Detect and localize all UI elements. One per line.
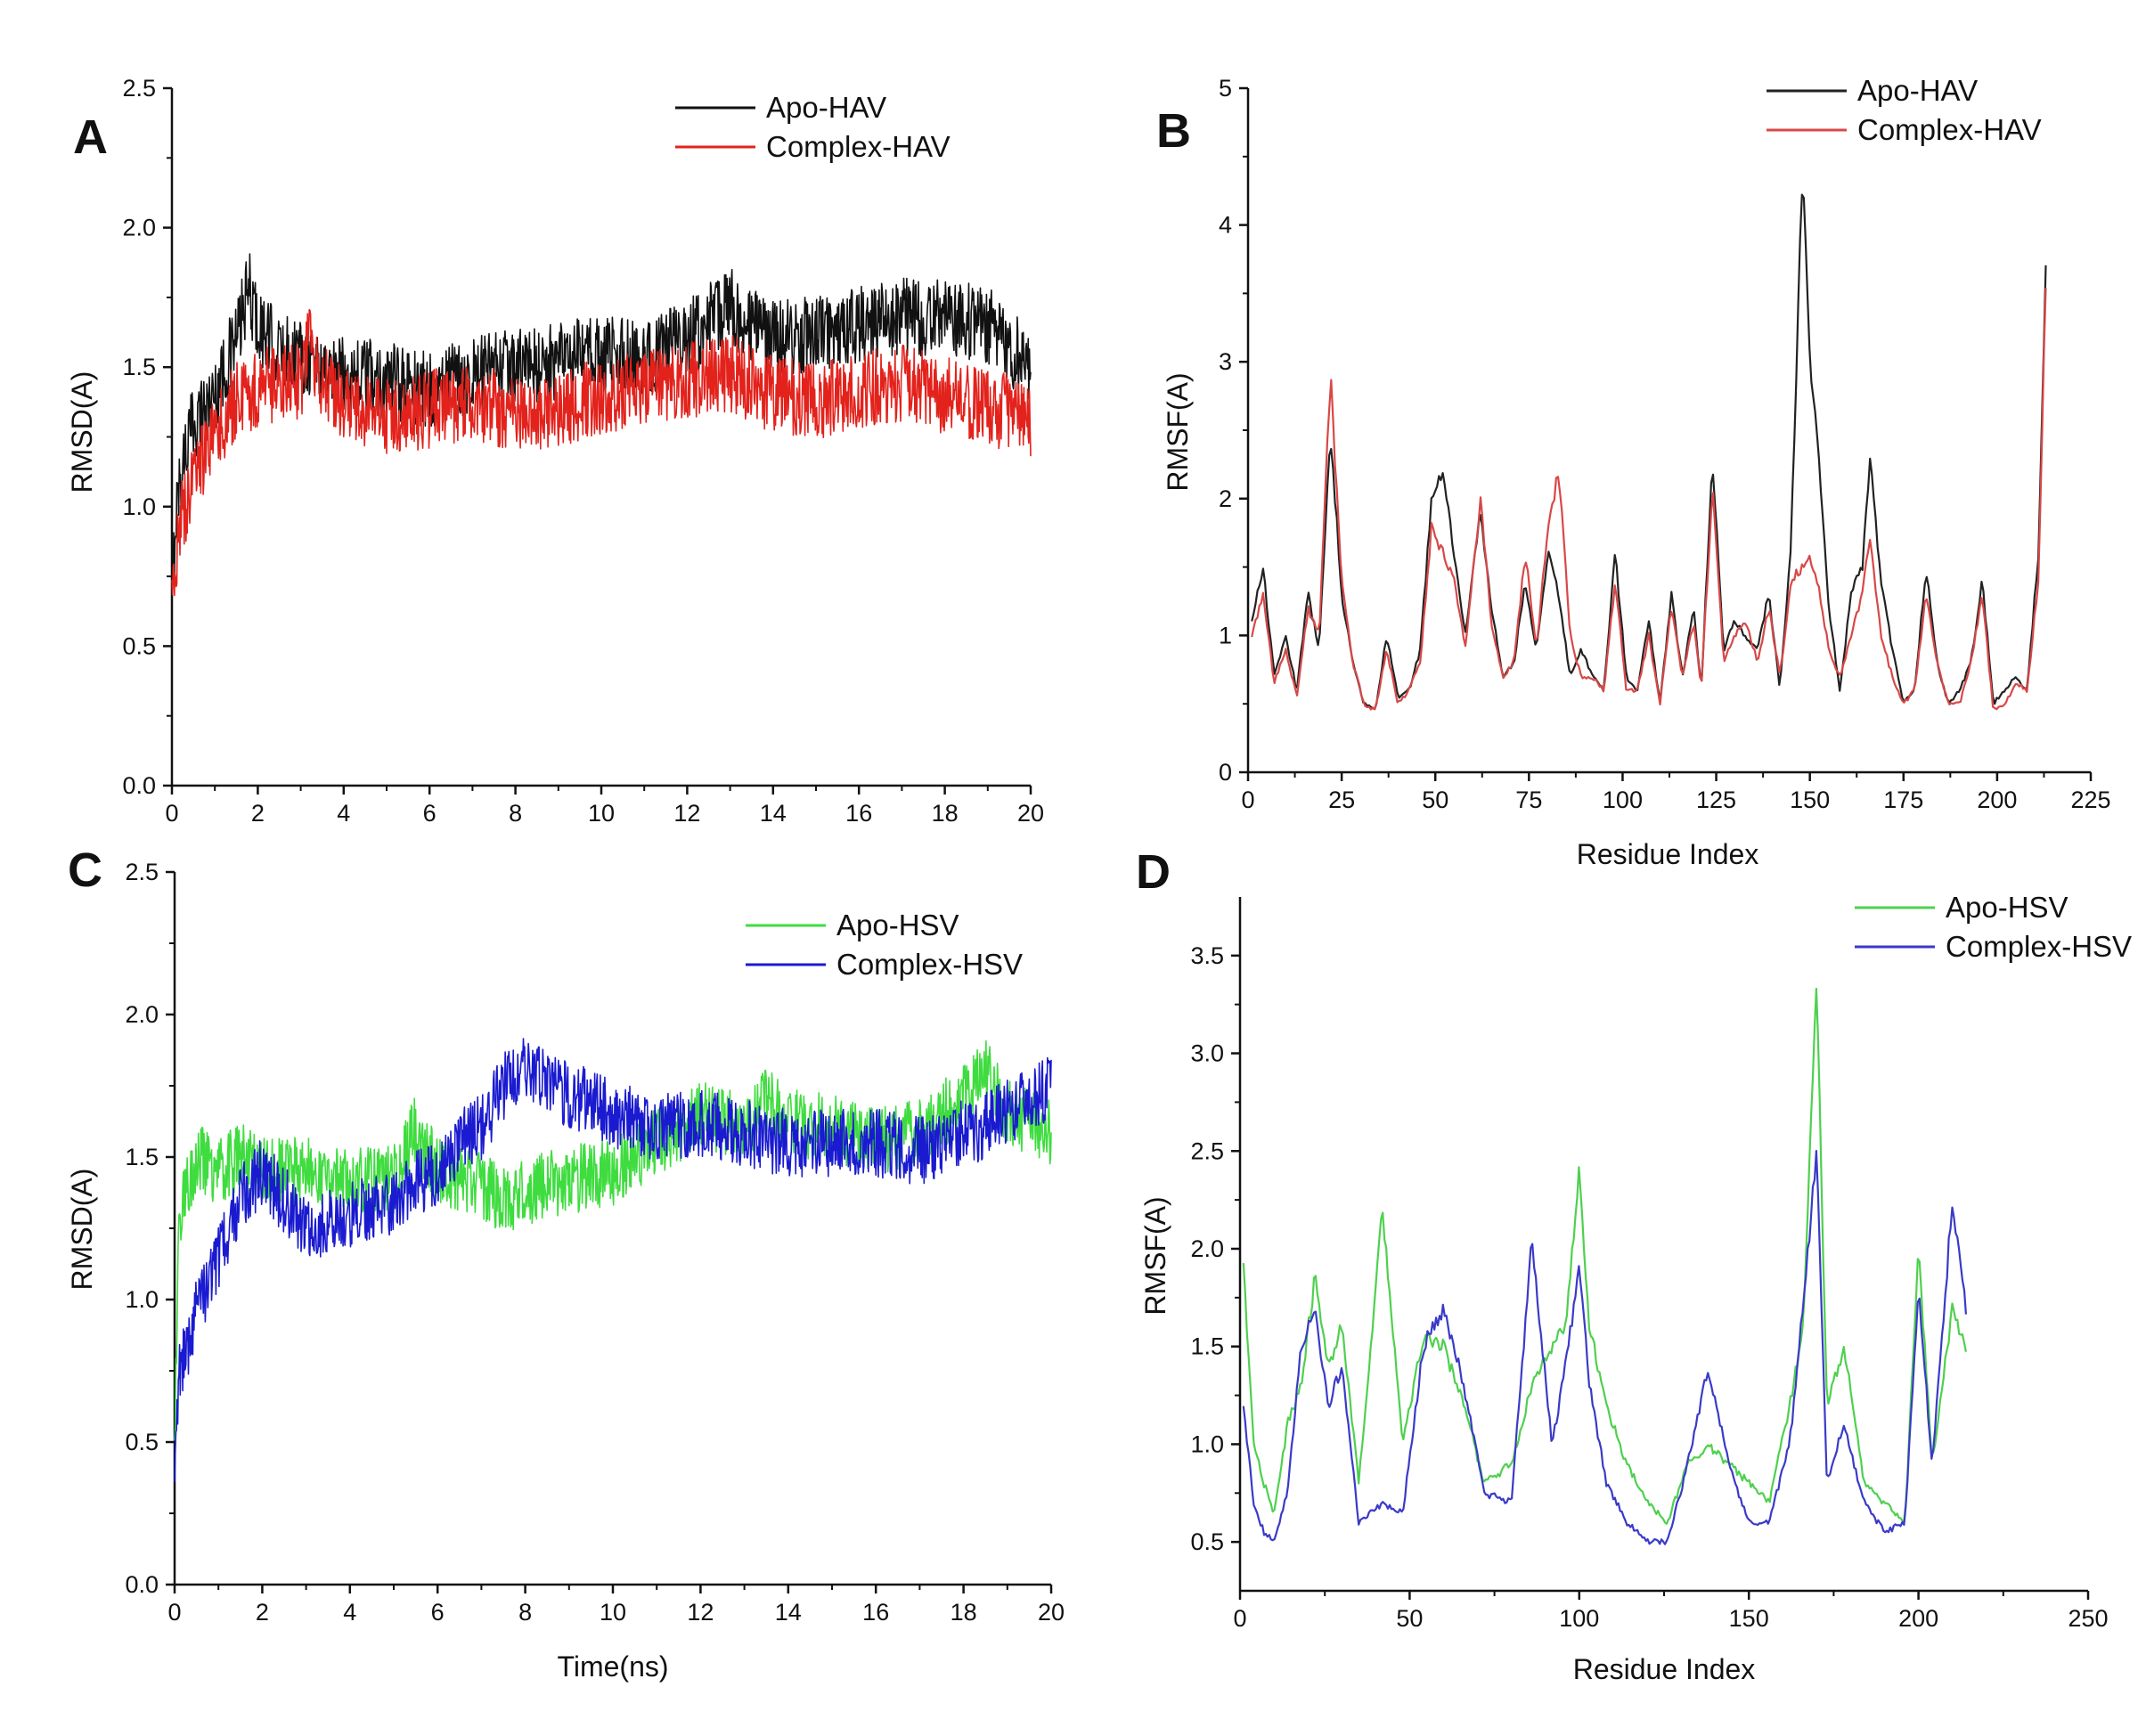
panel-d-y-tick-label: 3.0 — [1190, 1040, 1224, 1067]
panel-c-legend-label: Complex-HSV — [836, 948, 1023, 981]
panel-a-x-tick-label: 14 — [760, 800, 787, 827]
panel-c-y-tick-label: 2.5 — [125, 859, 159, 885]
panel-b-x-tick-label: 225 — [2070, 786, 2110, 813]
panel-a-x-tick-label: 12 — [673, 800, 700, 827]
panel-c-y-tick-label: 1.0 — [125, 1286, 159, 1313]
panel-a-series-line-complex-hav — [171, 308, 1032, 597]
panel-c: C RMSD(A) Time(ns) 0.0 0.5 1.0 1.5 2.0 2.5 0 2 4… — [66, 844, 1065, 1683]
panel-b-letter: B — [1156, 104, 1191, 158]
panel-a-x-tick-label: 20 — [1017, 800, 1044, 827]
panel-c-x-tick-label: 6 — [431, 1599, 445, 1626]
panel-a-x-tick-label: 4 — [337, 800, 350, 827]
panel-c-x-tick-label: 0 — [167, 1599, 181, 1626]
panel-b-y-tick-label: 0 — [1219, 759, 1232, 786]
panel-d-legend-label: Apo-HSV — [1946, 891, 2068, 924]
panel-a-x-tick-label: 16 — [845, 800, 872, 827]
panel-d-x-axis-title: Residue Index — [1573, 1653, 1756, 1685]
panel-c-y-tick-label: 1.5 — [125, 1144, 159, 1170]
panel-d-letter: D — [1136, 845, 1171, 899]
panel-c-x-tick-label: 8 — [518, 1599, 532, 1626]
panel-b-x-tick-label: 50 — [1422, 786, 1448, 813]
panel-d-y-tick-label: 2.5 — [1190, 1137, 1224, 1164]
panel-b-legend-label: Apo-HAV — [1857, 74, 1978, 107]
panel-d-legend-label: Complex-HSV — [1946, 930, 2132, 963]
panel-a-y-axis-title: RMSD(A) — [66, 371, 98, 493]
panel-d-x-tick-label: 0 — [1233, 1605, 1246, 1632]
panel-b-y-tick-label: 1 — [1219, 622, 1232, 648]
panel-a-letter: A — [73, 110, 108, 164]
panel-c-x-tick-label: 14 — [775, 1599, 802, 1626]
panel-b-y-tick-label: 3 — [1219, 348, 1232, 375]
panel-d-series-line-complex-hsv — [1242, 1150, 1967, 1545]
panel-d-y-tick-label: 2.0 — [1190, 1235, 1224, 1262]
panel-a-y-tick-label: 0.5 — [122, 632, 156, 659]
panel-a-x-tick-label: 18 — [932, 800, 959, 827]
panel-b-x-tick-label: 25 — [1328, 786, 1355, 813]
panel-b-y-tick-label: 2 — [1219, 485, 1232, 512]
panel-b-series-line-complex-hav — [1251, 288, 2047, 711]
panel-b-legend-label: Complex-HAV — [1857, 113, 2042, 146]
panel-c-x-tick-label: 2 — [256, 1599, 269, 1626]
panel-a-y-tick-label: 2.5 — [122, 75, 156, 102]
panel-b-x-tick-label: 200 — [1977, 786, 2017, 813]
panel-d-y-tick-label: 1.0 — [1190, 1430, 1224, 1457]
panel-c-y-tick-label: 2.0 — [125, 1001, 159, 1028]
panel-d: D RMSF(A) Residue Index 0.5 1.0 1.5 2.0 2.5 3… — [1136, 845, 2132, 1685]
panel-c-x-tick-label: 4 — [343, 1599, 356, 1626]
panel-b-y-tick-label: 4 — [1219, 212, 1232, 239]
panel-d-x-tick-label: 100 — [1559, 1605, 1599, 1632]
panel-c-y-tick-label: 0.5 — [125, 1429, 159, 1455]
panel-a-y-tick-label: 2.0 — [122, 215, 156, 241]
panel-d-y-tick-label: 1.5 — [1190, 1333, 1224, 1360]
panel-d-x-tick-label: 150 — [1729, 1605, 1769, 1632]
panel-b-x-tick-label: 175 — [1883, 786, 1923, 813]
panel-a-x-tick-label: 6 — [423, 800, 437, 827]
panel-b-x-tick-label: 100 — [1603, 786, 1643, 813]
panel-b-x-tick-label: 0 — [1241, 786, 1254, 813]
panel-d-x-tick-label: 200 — [1898, 1605, 1938, 1632]
panel-c-x-tick-label: 16 — [862, 1599, 889, 1626]
panel-a-x-tick-label: 2 — [251, 800, 265, 827]
panel-a-y-tick-label: 1.0 — [122, 493, 156, 520]
panel-a-legend-label: Apo-HAV — [766, 91, 886, 124]
panel-b-x-tick-label: 75 — [1515, 786, 1542, 813]
panel-a-x-tick-label: 10 — [588, 800, 615, 827]
panel-c-y-tick-label: 0.0 — [125, 1571, 159, 1598]
panel-c-x-tick-label: 10 — [600, 1599, 626, 1626]
panel-b-y-tick-label: 5 — [1219, 75, 1232, 102]
panel-c-letter: C — [68, 844, 102, 897]
panel-a-y-tick-label: 0.0 — [122, 772, 156, 799]
panel-c-legend-label: Apo-HSV — [836, 909, 959, 941]
panel-b-x-axis-title: Residue Index — [1577, 838, 1759, 870]
panel-a-x-tick-label: 0 — [165, 800, 178, 827]
panel-a-legend-label: Complex-HAV — [766, 130, 951, 163]
panel-a-y-tick-label: 1.5 — [122, 354, 156, 380]
panel-b-x-tick-label: 150 — [1790, 786, 1830, 813]
panel-a-x-tick-label: 8 — [509, 800, 522, 827]
panel-c-x-tick-label: 18 — [951, 1599, 977, 1626]
panel-d-y-axis-title: RMSF(A) — [1139, 1196, 1171, 1315]
panel-d-x-tick-label: 50 — [1396, 1605, 1423, 1632]
panel-c-x-tick-label: 12 — [687, 1599, 714, 1626]
panel-c-x-tick-label: 20 — [1038, 1599, 1065, 1626]
panel-d-y-tick-label: 0.5 — [1190, 1528, 1224, 1555]
panel-c-y-axis-title: RMSD(A) — [66, 1169, 98, 1291]
panel-b-x-tick-label: 125 — [1696, 786, 1736, 813]
panel-c-series-line-apo-hsv — [174, 1039, 1052, 1441]
panel-b-y-axis-title: RMSF(A) — [1162, 372, 1194, 491]
panel-a: A RMSD(A) 0.0 0.5 1.0 1.5 2.0 2.5 0 2 4 6 8 10 12 14 1… — [66, 75, 1044, 827]
panel-c-x-axis-title: Time(ns) — [557, 1650, 668, 1683]
panel-d-y-tick-label: 3.5 — [1190, 942, 1224, 969]
panel-c-series-line-complex-hsv — [174, 1038, 1052, 1482]
panel-d-series-line-apo-hsv — [1242, 987, 1967, 1525]
panel-d-x-tick-label: 250 — [2068, 1605, 2108, 1632]
